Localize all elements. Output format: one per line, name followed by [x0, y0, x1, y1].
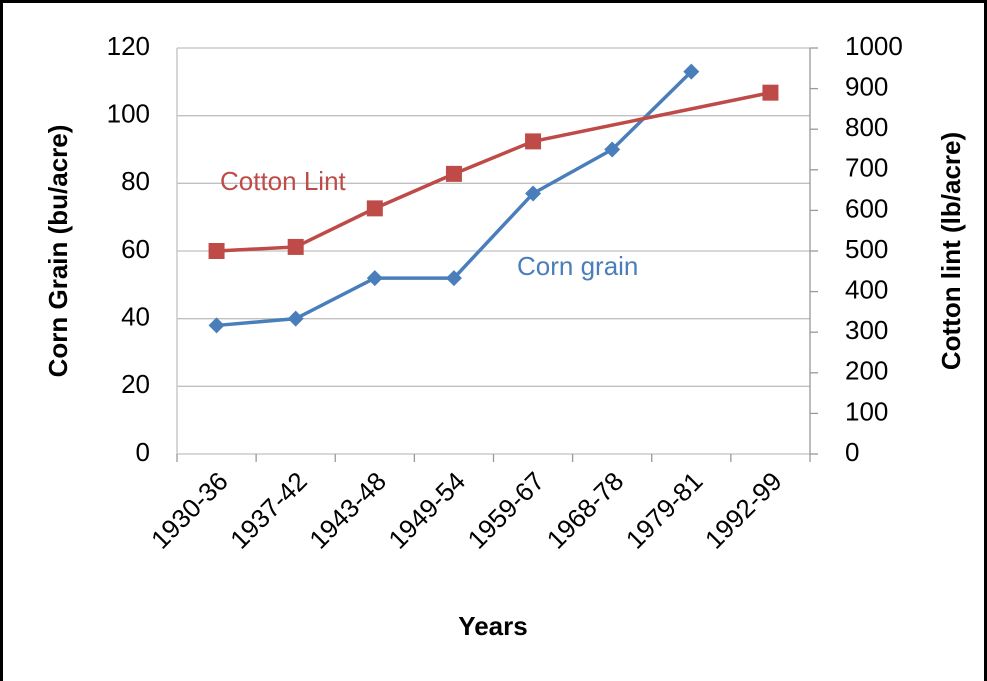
y-tick-label: 120: [107, 31, 150, 61]
y-tick-label: 80: [121, 166, 150, 196]
marker: [208, 243, 225, 259]
x-tick-label: 1979-81: [620, 466, 709, 555]
marker: [683, 63, 700, 80]
y-tick-label: 40: [121, 302, 150, 332]
y2-tick-label: 900: [845, 71, 888, 101]
marker: [525, 185, 542, 202]
y2-tick-label: 600: [845, 193, 888, 223]
x-tick-label: 1968-78: [541, 466, 630, 555]
y2-tick-label: 500: [845, 234, 888, 264]
marker: [366, 270, 383, 287]
marker: [604, 141, 621, 158]
y-tick-label: 0: [136, 437, 150, 467]
marker: [445, 165, 462, 182]
marker: [287, 310, 304, 327]
x-tick-label: 1949-54: [382, 466, 471, 555]
x-tick-label: 1992-99: [699, 466, 788, 555]
series-line: [216, 70, 693, 328]
y2-tick-label: 700: [845, 153, 888, 183]
marker: [445, 270, 462, 287]
x-tick-label: 1959-67: [461, 466, 550, 555]
x-tick-label: 1930-36: [145, 466, 234, 555]
y2-tick-label: 0: [845, 437, 859, 467]
x-tick-label: 1943-48: [303, 466, 392, 555]
x-axis-title: Years: [458, 611, 527, 641]
y2-tick-label: 300: [845, 315, 888, 345]
marker: [525, 133, 542, 150]
marker: [366, 200, 383, 217]
annotation: Corn grain: [517, 251, 638, 281]
marker: [762, 84, 779, 101]
y2-tick-label: 400: [845, 274, 888, 304]
y2-tick-label: 200: [845, 356, 888, 386]
y2-tick-label: 1000: [845, 31, 903, 61]
y2-axis-title: Cotton lint (lb/acre): [936, 132, 966, 370]
y-tick-label: 20: [121, 369, 150, 399]
marker: [287, 238, 304, 255]
y-tick-label: 100: [107, 99, 150, 129]
y-tick-label: 60: [121, 234, 150, 264]
marker: [208, 317, 225, 334]
y2-tick-label: 800: [845, 112, 888, 142]
annotation: Cotton Lint: [220, 166, 347, 196]
x-tick-label: 1937-42: [224, 466, 313, 555]
y-axis-title: Corn Grain (bu/acre): [43, 125, 73, 378]
y2-tick-label: 100: [845, 396, 888, 426]
series-line: [216, 90, 771, 253]
